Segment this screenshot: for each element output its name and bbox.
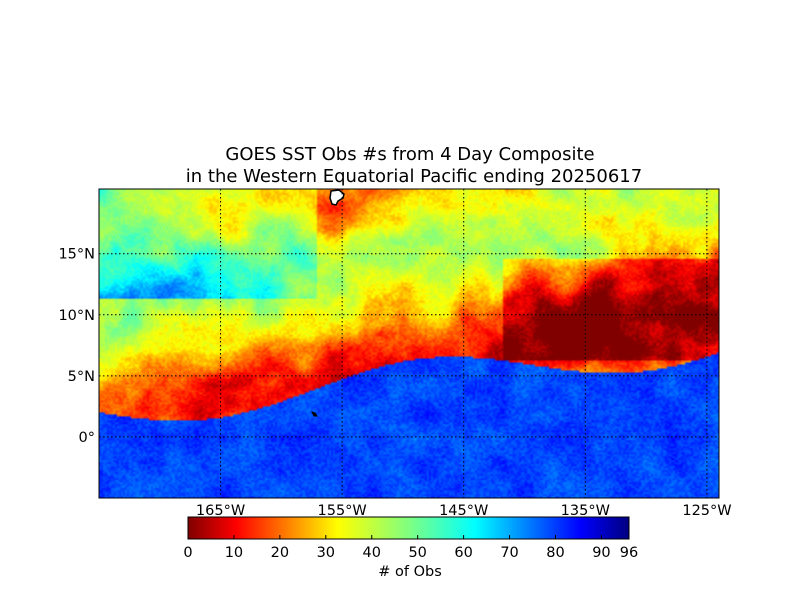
map-frame	[98, 188, 720, 499]
colorbar-tick-label: 96	[620, 545, 638, 561]
hawaii-island	[329, 189, 345, 206]
latitude-labels: 15°N 10°N 5°N 0°	[58, 247, 95, 446]
title-line-1: GOES SST Obs #s from 4 Day Composite	[225, 144, 594, 165]
colorbar-tick-label: 70	[500, 545, 518, 561]
colorbar-tick-label: 10	[225, 545, 243, 561]
latitude-label: 15°N	[58, 247, 95, 263]
kiritimati-island	[311, 411, 318, 417]
colorbar-tick-label: 60	[454, 545, 472, 561]
longitude-label: 125°W	[682, 503, 731, 519]
map-panel: 15°N 10°N 5°N 0° 165°W 155°W 145°W 135°W 125°W	[58, 188, 732, 519]
colorbar: 0 10 20 30 40 50 60 70 80 90 96 # of Obs	[183, 516, 638, 580]
latitude-label: 10°N	[58, 308, 95, 324]
colorbar-ramp	[187, 516, 630, 540]
gridlines	[99, 189, 719, 498]
longitude-label: 145°W	[439, 503, 488, 519]
map-field	[99, 189, 719, 498]
colorbar-tick-label: 20	[271, 545, 289, 561]
longitude-labels: 165°W 155°W 145°W 135°W 125°W	[196, 503, 732, 519]
colorbar-label: # of Obs	[378, 564, 442, 580]
longitude-label: 155°W	[318, 503, 367, 519]
latitude-label: 5°N	[68, 369, 95, 385]
obs-count-field	[99, 189, 719, 498]
colorbar-tick-label: 0	[183, 545, 192, 561]
colorbar-tick-label: 30	[317, 545, 335, 561]
longitude-label: 165°W	[196, 503, 245, 519]
colorbar-tick-label: 90	[592, 545, 610, 561]
longitude-label: 135°W	[561, 503, 610, 519]
latitude-label: 0°	[79, 430, 95, 446]
title-line-2: in the Western Equatorial Pacific ending…	[186, 166, 642, 187]
colorbar-tick-label: 80	[546, 545, 564, 561]
colorbar-tick-label: 50	[408, 545, 426, 561]
colorbar-ticks: 0 10 20 30 40 50 60 70 80 90 96	[183, 535, 638, 561]
colorbar-tick-label: 40	[363, 545, 381, 561]
